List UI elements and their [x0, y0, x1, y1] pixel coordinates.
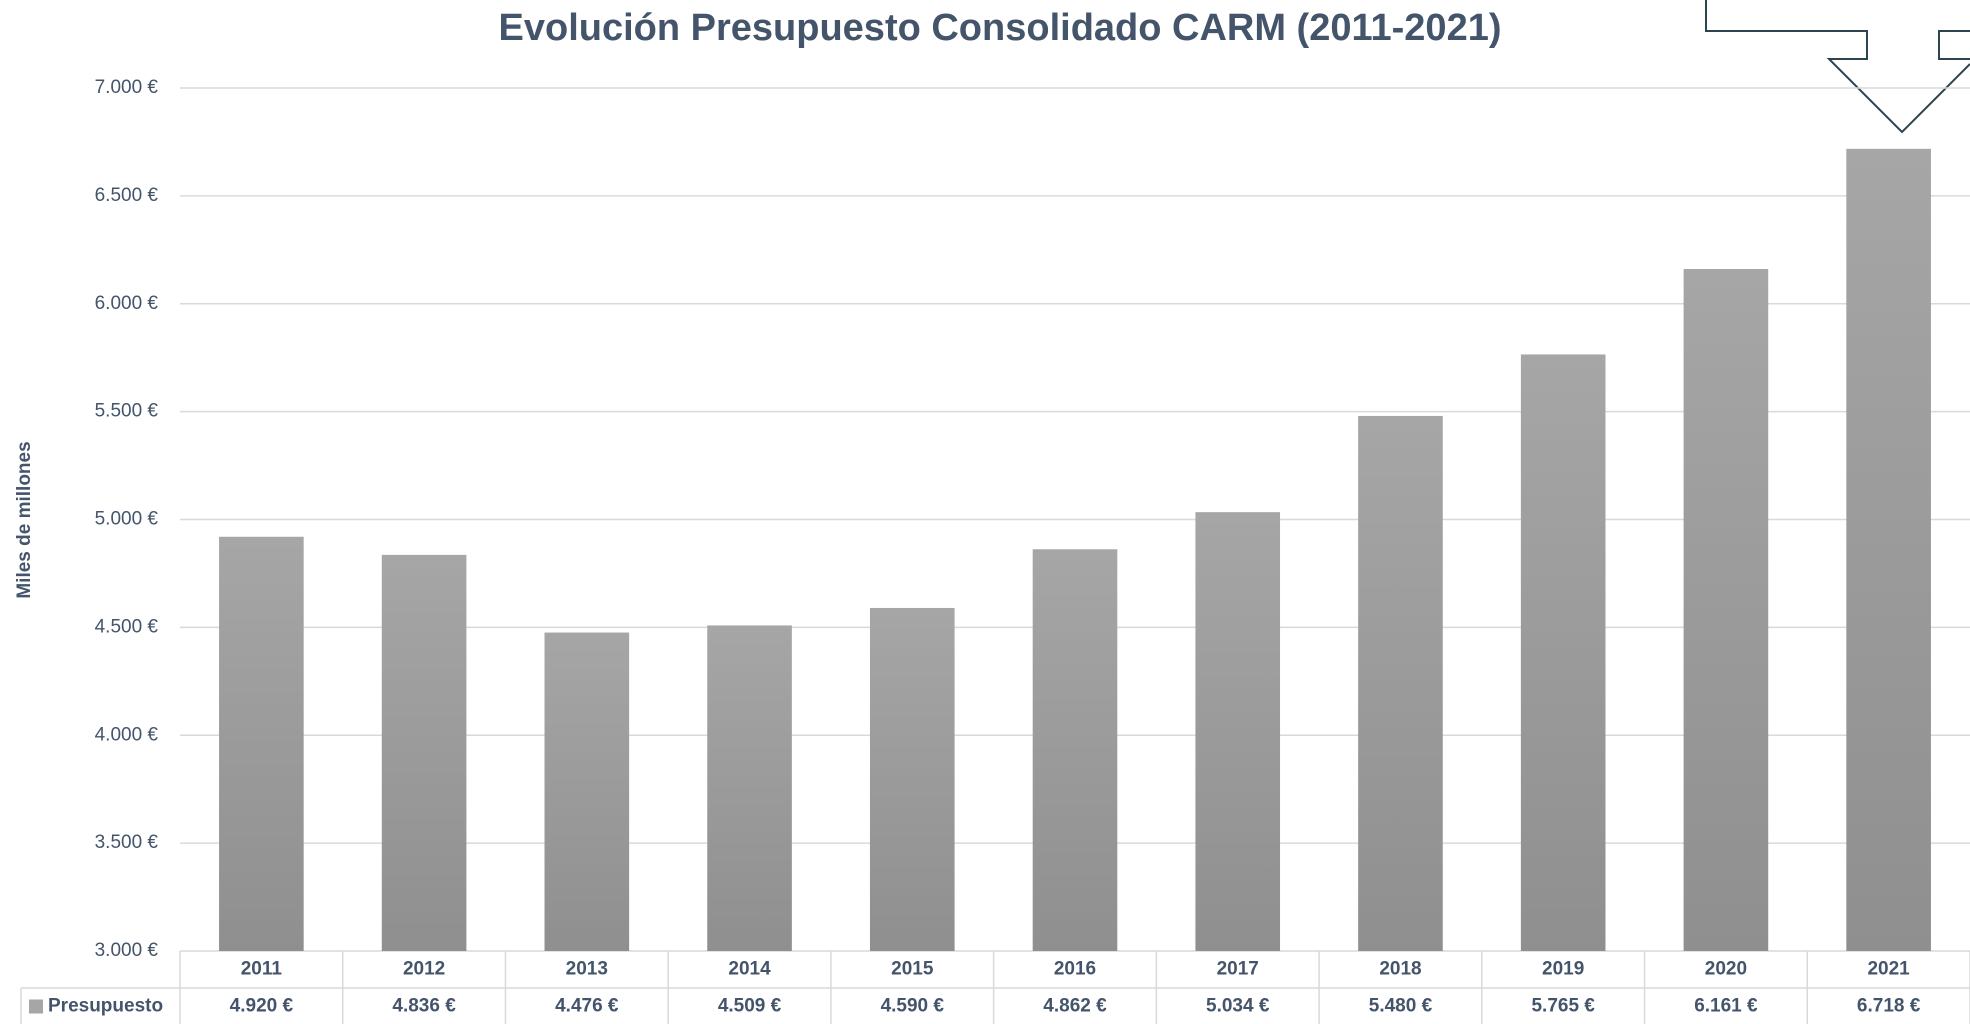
y-tick-label: 5.000 € — [95, 509, 159, 530]
y-tick-label: 6.000 € — [95, 293, 159, 314]
data-label: 4.836 € — [392, 996, 456, 1017]
x-tick-label: 2018 — [1379, 959, 1421, 980]
x-tick-label: 2016 — [1054, 959, 1096, 980]
y-tick-label: 3.500 € — [95, 832, 159, 853]
bars — [219, 148, 1931, 952]
x-tick-label: 2017 — [1217, 959, 1259, 980]
y-axis-label: Miles de millones — [14, 441, 35, 598]
legend-key — [29, 999, 43, 1014]
data-label: 5.480 € — [1369, 996, 1433, 1017]
y-tick-label: 4.000 € — [95, 724, 159, 745]
arrow-decoration — [1938, 30, 1970, 60]
data-label: 4.476 € — [555, 996, 619, 1017]
bar — [1032, 549, 1118, 951]
x-tick-label: 2014 — [728, 959, 771, 980]
chart-title: Evolución Presupuesto Consolidado CARM (… — [499, 7, 1502, 49]
data-label: 4.862 € — [1043, 996, 1107, 1017]
legend-label: Presupuesto — [48, 996, 163, 1017]
data-table: Presupuesto 2011 4.920 € 2012 4.836 € 2013 4.4… — [20, 951, 1970, 1024]
x-tick-label: 2013 — [566, 959, 608, 980]
data-label: 5.034 € — [1206, 996, 1270, 1017]
y-tick-label: 5.500 € — [95, 401, 159, 422]
bar — [1520, 354, 1606, 951]
y-tick-label: 4.500 € — [95, 616, 159, 637]
data-label: 4.920 € — [230, 996, 294, 1017]
y-tick-label: 6.500 € — [95, 185, 159, 206]
x-tick-label: 2019 — [1542, 959, 1584, 980]
y-tick-label: 7.000 € — [95, 77, 159, 98]
data-label: 6.161 € — [1694, 996, 1758, 1017]
y-tick-label: 3.000 € — [95, 940, 159, 961]
data-label: 5.765 € — [1531, 996, 1595, 1017]
data-label: 6.718 € — [1857, 996, 1921, 1017]
x-tick-label: 2012 — [403, 959, 445, 980]
x-tick-label: 2015 — [891, 959, 934, 980]
data-label: 4.509 € — [718, 996, 782, 1017]
data-label: 4.590 € — [881, 996, 945, 1017]
x-tick-label: 2021 — [1867, 959, 1910, 980]
bar — [1846, 148, 1931, 952]
bar — [544, 632, 630, 951]
bar — [219, 536, 304, 951]
bar — [869, 607, 955, 951]
bar — [1358, 415, 1443, 951]
arrow-decoration — [1705, 0, 1970, 134]
x-tick-label: 2011 — [241, 959, 283, 980]
bar — [707, 625, 792, 951]
bar — [381, 554, 467, 951]
x-tick-label: 2020 — [1705, 959, 1747, 980]
bar — [1195, 512, 1281, 951]
bar — [1683, 269, 1769, 951]
